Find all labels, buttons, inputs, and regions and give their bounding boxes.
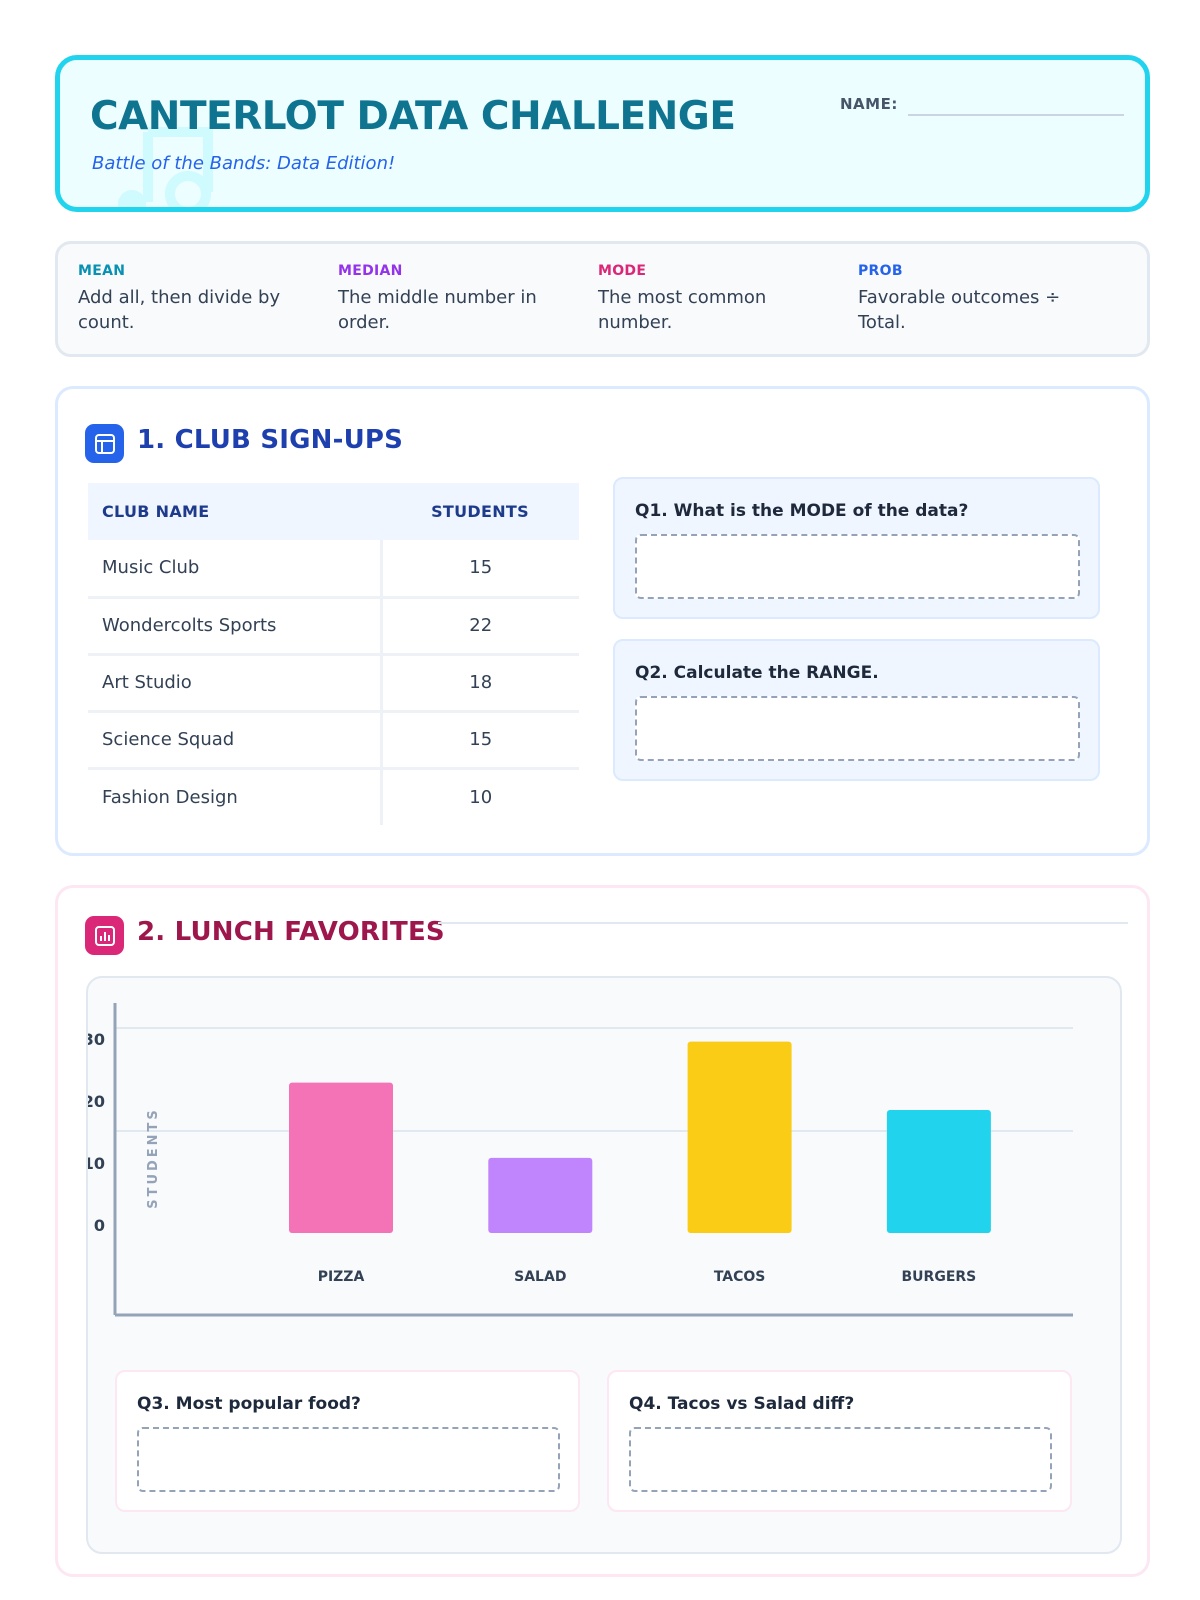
definition-term: MEAN: [78, 263, 126, 279]
y-axis-label: STUDENTS: [146, 1107, 161, 1209]
club-name-cell: Wondercolts Sports: [88, 597, 383, 656]
definition-text: The most common number.: [598, 287, 767, 333]
question-q3: Q3. Most popular food?: [115, 1370, 580, 1512]
definition-text: The middle number in order.: [338, 287, 537, 333]
definition-prob: PROB Favorable outcomes ÷ Total.: [858, 263, 1098, 335]
bar-salad: [488, 1157, 593, 1233]
x-tick-label: BURGERS: [902, 1269, 977, 1285]
bar-tacos: [687, 1041, 792, 1233]
definition-term: PROB: [858, 263, 903, 279]
y-tick-label: 0: [94, 1216, 105, 1235]
table-row: Art Studio 18: [88, 654, 579, 713]
table-row: Music Club 15: [88, 540, 579, 599]
column-header-students: STUDENTS: [381, 483, 579, 540]
section-club-signups: 1. CLUB SIGN-UPS CLUB NAME STUDENTS Musi…: [55, 386, 1150, 856]
name-label: NAME:: [840, 95, 898, 113]
bar-chart-icon: [85, 916, 124, 955]
chart-panel: 30 20 10 0 STUDENTS PIZZA SALAD TACOS BURGERS Q3…: [86, 976, 1122, 1554]
section-lunch-favorites: 2. LUNCH FAVORITES 30 20 10 0 STUDENTS PIZZA S…: [55, 885, 1150, 1577]
definition-term: MODE: [598, 263, 647, 279]
x-tick-label: TACOS: [714, 1269, 766, 1285]
definition-mode: MODE The most common number.: [598, 263, 838, 335]
question-q4: Q4. Tacos vs Salad diff?: [607, 1370, 1072, 1512]
definition-median: MEDIAN The middle number in order.: [338, 263, 578, 335]
answer-field-q2[interactable]: [635, 696, 1080, 761]
name-field[interactable]: [908, 114, 1124, 116]
question-q1: Q1. What is the MODE of the data?: [613, 477, 1100, 619]
y-tick-label: 30: [88, 1030, 105, 1049]
bar-pizza: [289, 1082, 393, 1233]
club-name-cell: Music Club: [88, 540, 383, 599]
club-name-cell: Science Squad: [88, 711, 383, 770]
table-header-row: CLUB NAME STUDENTS: [88, 483, 579, 540]
definition-mean: MEAN Add all, then divide by count.: [78, 263, 318, 335]
students-cell: 15: [381, 540, 579, 599]
y-tick-label: 20: [88, 1092, 105, 1111]
students-cell: 10: [469, 786, 493, 808]
question-q2: Q2. Calculate the RANGE.: [613, 639, 1100, 781]
section-divider: [438, 922, 1128, 924]
answer-field-q3[interactable]: [137, 1427, 560, 1492]
question-label: Q1. What is the MODE of the data?: [635, 501, 969, 521]
answer-field-q4[interactable]: [629, 1427, 1052, 1492]
question-label: Q3. Most popular food?: [137, 1394, 361, 1414]
definitions-panel: MEAN Add all, then divide by count. MEDI…: [55, 241, 1150, 357]
students-cell: 18: [381, 654, 579, 713]
club-name-cell: Art Studio: [88, 654, 383, 713]
y-tick-label: 10: [88, 1154, 105, 1173]
club-name-cell: Fashion Design: [88, 768, 383, 825]
students-cell: 15: [381, 711, 579, 770]
bar-burgers: [886, 1110, 991, 1233]
definition-text: Add all, then divide by count.: [78, 287, 281, 333]
x-tick-label: SALAD: [514, 1269, 566, 1285]
question-label: Q4. Tacos vs Salad diff?: [629, 1394, 855, 1414]
x-tick-label: PIZZA: [318, 1269, 365, 1285]
section-title: 1. CLUB SIGN-UPS: [137, 425, 404, 455]
page-subtitle: Battle of the Bands: Data Edition!: [92, 153, 396, 174]
question-label: Q2. Calculate the RANGE.: [635, 663, 879, 683]
page-title: CANTERLOT DATA CHALLENGE: [90, 94, 736, 139]
section-title: 2. LUNCH FAVORITES: [137, 917, 445, 947]
table-row: Fashion Design 10: [88, 768, 579, 825]
definition-term: MEDIAN: [338, 263, 403, 279]
worksheet-header: CANTERLOT DATA CHALLENGE Battle of the B…: [55, 55, 1150, 212]
answer-field-q1[interactable]: [635, 534, 1080, 599]
students-cell: 22: [381, 597, 579, 656]
table-row: Wondercolts Sports 22: [88, 597, 579, 656]
music-note-icon: [118, 127, 213, 207]
table-row: Science Squad 15: [88, 711, 579, 770]
club-table: CLUB NAME STUDENTS Music Club 15 Wonderc…: [88, 483, 579, 825]
lunch-bar-chart: 30 20 10 0 STUDENTS PIZZA SALAD TACOS BURGERS: [88, 1003, 1073, 1317]
column-header-club-name: CLUB NAME: [88, 483, 381, 540]
table-icon: [85, 424, 124, 463]
definition-text: Favorable outcomes ÷ Total.: [858, 287, 1061, 333]
